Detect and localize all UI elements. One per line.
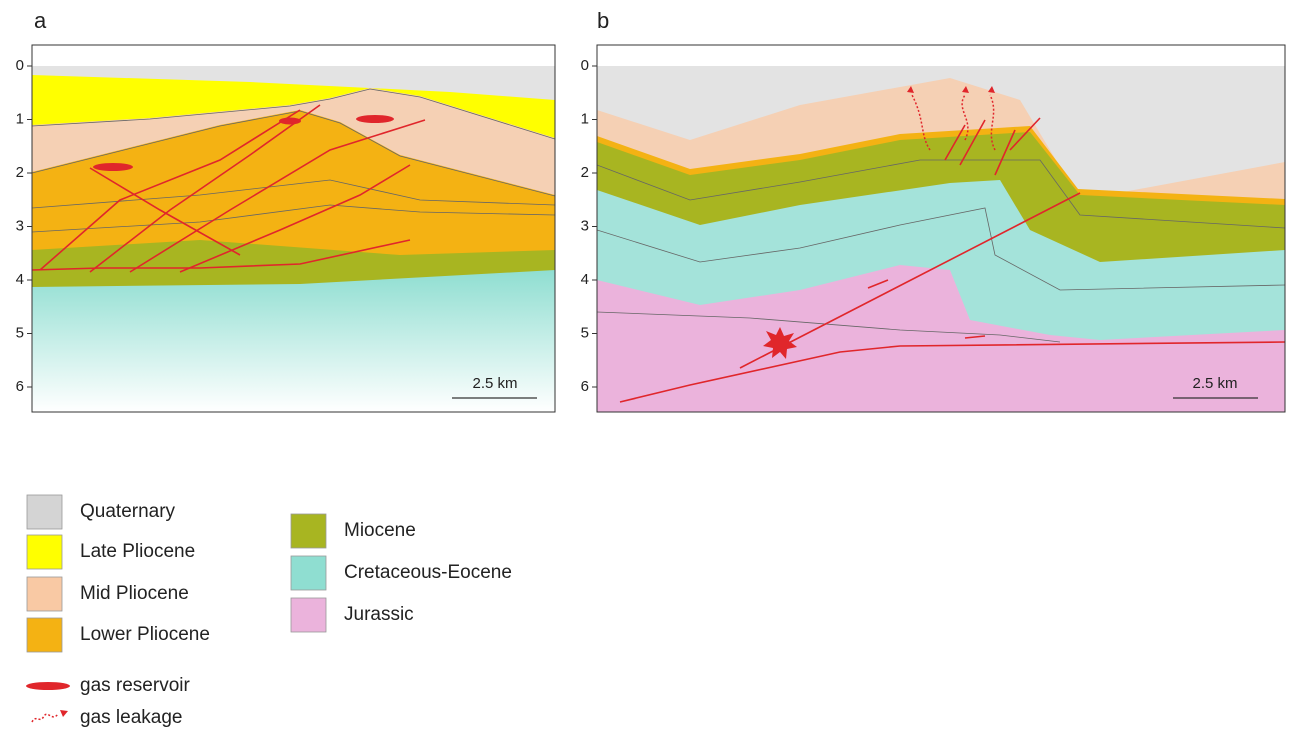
y-tick-label: 4 — [581, 271, 589, 288]
legend-label: Mid Pliocene — [80, 583, 189, 604]
y-tick-label: 6 — [581, 378, 589, 395]
y-tick-label: 1 — [581, 110, 589, 127]
legend-label: Cretaceous-Eocene — [344, 562, 512, 583]
y-tick-label: 0 — [581, 57, 589, 74]
reservoir-symbol — [26, 682, 70, 690]
legend-label: Late Pliocene — [80, 541, 195, 562]
y-tick-label: 5 — [16, 324, 24, 341]
legend-label: Miocene — [344, 520, 416, 541]
section-b — [597, 45, 1285, 412]
y-tick-label: 3 — [16, 217, 24, 234]
legend-label: Jurassic — [344, 604, 414, 625]
legend-swatch — [27, 535, 62, 569]
legend-swatch — [27, 495, 62, 529]
legend-swatch — [291, 556, 326, 590]
legend-label: Quaternary — [80, 501, 176, 522]
legend-label: gas leakage — [80, 707, 182, 728]
y-tick-label: 3 — [581, 217, 589, 234]
y-tick-label: 2 — [581, 164, 589, 181]
legend-swatch — [291, 514, 326, 548]
leakage-arrow — [60, 710, 68, 717]
leakage-symbol — [32, 714, 58, 722]
y-tick-label: 6 — [16, 378, 24, 395]
y-tick-label: 2 — [16, 164, 24, 181]
scale-label: 2.5 km — [1192, 375, 1237, 392]
legend-swatch — [27, 618, 62, 652]
panel-label: b — [597, 8, 609, 33]
panel-label: a — [34, 8, 47, 33]
scale-label: 2.5 km — [472, 375, 517, 392]
y-tick-label: 0 — [16, 57, 24, 74]
section-a — [32, 45, 555, 412]
legend-swatch — [291, 598, 326, 632]
y-tick-label: 1 — [16, 110, 24, 127]
legend-label: Lower Pliocene — [80, 624, 210, 645]
legend-swatch — [27, 577, 62, 611]
y-tick-label: 5 — [581, 324, 589, 341]
page: 2.5 km a 2.5 km b gas reservoir gas leak… — [0, 0, 1293, 731]
legend-label: gas reservoir — [80, 675, 190, 696]
y-tick-label: 4 — [16, 271, 24, 288]
